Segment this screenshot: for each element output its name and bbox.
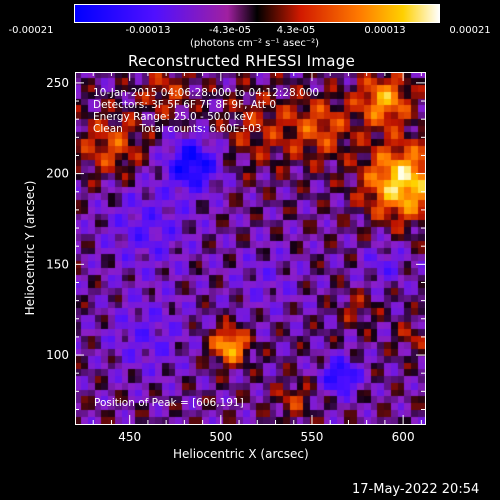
y-tick-label: 200 [46,167,69,181]
x-tick-label: 550 [301,430,324,444]
colorbar-tick-labels: -0.00021 -0.00013 -4.3e-05 4.3e-05 0.000… [0,0,500,40]
colorbar-tick-label: 0.00013 [364,25,406,36]
chart-title: Reconstructed RHESSI Image [128,52,356,70]
method-annotation: Clean Total counts: 6.60E+03 [93,123,262,135]
image-plot-area [75,72,425,424]
colorbar-tick-label: -0.00021 [8,25,54,36]
time-range-annotation: 10-Jan-2015 04:06:28.000 to 04:12:28.000 [93,87,320,99]
y-tick-label: 150 [46,257,69,271]
colorbar-tick-label: -0.00013 [125,25,171,36]
heatmap-image [75,72,425,424]
plot-frame [75,72,426,425]
x-tick-label: 500 [209,430,232,444]
y-tick-label: 250 [46,76,69,90]
x-tick-label: 450 [118,430,141,444]
x-tick-label: 600 [392,430,415,444]
colorbar-units-label: (photons cm⁻² s⁻¹ asec⁻²) [190,38,320,49]
colorbar-tick-label: 0.00021 [449,25,491,36]
footer-timestamp: 17-May-2022 20:54 [352,482,480,497]
plot-annotations: 10-Jan-2015 04:06:28.000 to 04:12:28.000… [93,87,319,135]
detectors-annotation: Detectors: 3F 5F 6F 7F 8F 9F, Att 0 [93,99,277,111]
y-axis-title: Heliocentric Y (arcsec) [23,180,37,316]
energy-range-annotation: Energy Range: 25.0 - 50.0 keV [93,111,254,123]
colorbar-tick-label: 4.3e-05 [276,25,316,36]
y-tick-label: 100 [46,348,69,362]
colorbar [74,4,440,23]
peak-position-annotation: Position of Peak = [606,191] [94,397,244,409]
colorbar-tick-label: -4.3e-05 [209,25,251,36]
x-axis-title: Heliocentric X (arcsec) [173,447,309,461]
